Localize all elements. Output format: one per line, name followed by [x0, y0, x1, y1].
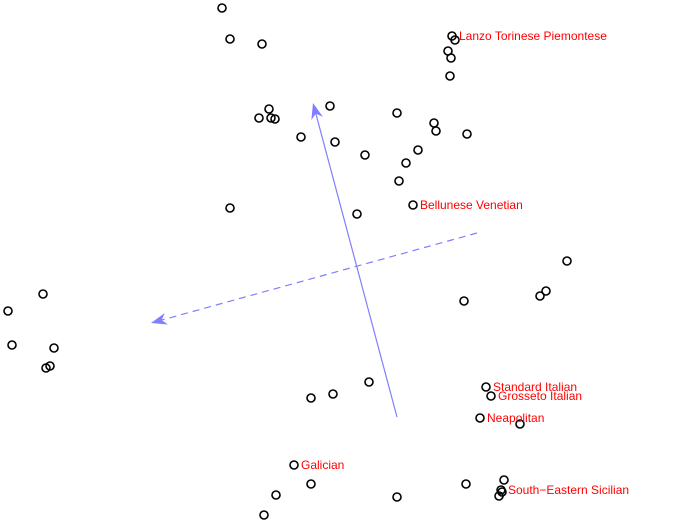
- data-point: [461, 479, 471, 489]
- data-point: [429, 118, 439, 128]
- data-point: [364, 377, 374, 387]
- data-point: [266, 113, 276, 123]
- data-point: [450, 35, 460, 45]
- data-point: [330, 137, 340, 147]
- data-point: [499, 475, 509, 485]
- data-point: [413, 145, 423, 155]
- data-point: [446, 53, 456, 63]
- point-label: Grosseto Italian: [498, 389, 582, 403]
- data-point: [271, 490, 281, 500]
- data-point: [306, 393, 316, 403]
- data-point: [49, 343, 59, 353]
- data-point: [3, 306, 13, 316]
- data-point: [270, 114, 280, 124]
- data-point: [459, 296, 469, 306]
- data-point: [41, 363, 51, 373]
- data-point: [562, 256, 572, 266]
- data-point: [225, 203, 235, 213]
- data-point: [217, 3, 227, 13]
- data-point: [325, 101, 335, 111]
- data-point: [352, 209, 362, 219]
- point-label: Bellunese Venetian: [420, 198, 523, 212]
- data-point: [7, 340, 17, 350]
- data-point: [360, 150, 370, 160]
- data-point: [392, 108, 402, 118]
- data-point: [259, 510, 269, 520]
- data-point: [225, 34, 235, 44]
- data-point: [497, 487, 507, 497]
- data-point: [264, 104, 274, 114]
- data-point: [257, 39, 267, 49]
- data-point: [328, 389, 338, 399]
- data-point: [289, 460, 299, 470]
- data-point: [296, 132, 306, 142]
- biplot-arrows: [151, 103, 478, 418]
- point-label: Lanzo Torinese Piemontese: [459, 29, 607, 43]
- data-point: [481, 382, 491, 392]
- data-point: [401, 158, 411, 168]
- data-point: [462, 129, 472, 139]
- point-label: South−Eastern Sicilian: [508, 483, 629, 497]
- point-label: Galician: [301, 458, 344, 472]
- data-point: [475, 413, 485, 423]
- point-label: Neapolitan: [487, 411, 544, 425]
- arrow-shaft: [315, 113, 398, 418]
- data-point: [306, 479, 316, 489]
- data-point: [392, 492, 402, 502]
- point-labels: Lanzo Torinese Piemontese Bellunese Venet…: [301, 29, 629, 497]
- data-point: [408, 200, 418, 210]
- data-point: [445, 71, 455, 81]
- point-label: Standard Italian: [493, 380, 577, 394]
- data-point: [38, 289, 48, 299]
- data-point: [431, 126, 441, 136]
- arrow-head: [151, 312, 169, 325]
- arrow-head: [311, 103, 323, 121]
- data-point: [394, 176, 404, 186]
- data-point: [254, 113, 264, 123]
- data-point: [535, 291, 545, 301]
- arrow-shaft: [161, 232, 478, 321]
- data-point: [486, 391, 496, 401]
- data-points: [3, 3, 572, 520]
- data-point: [541, 286, 551, 296]
- data-point: [515, 419, 525, 429]
